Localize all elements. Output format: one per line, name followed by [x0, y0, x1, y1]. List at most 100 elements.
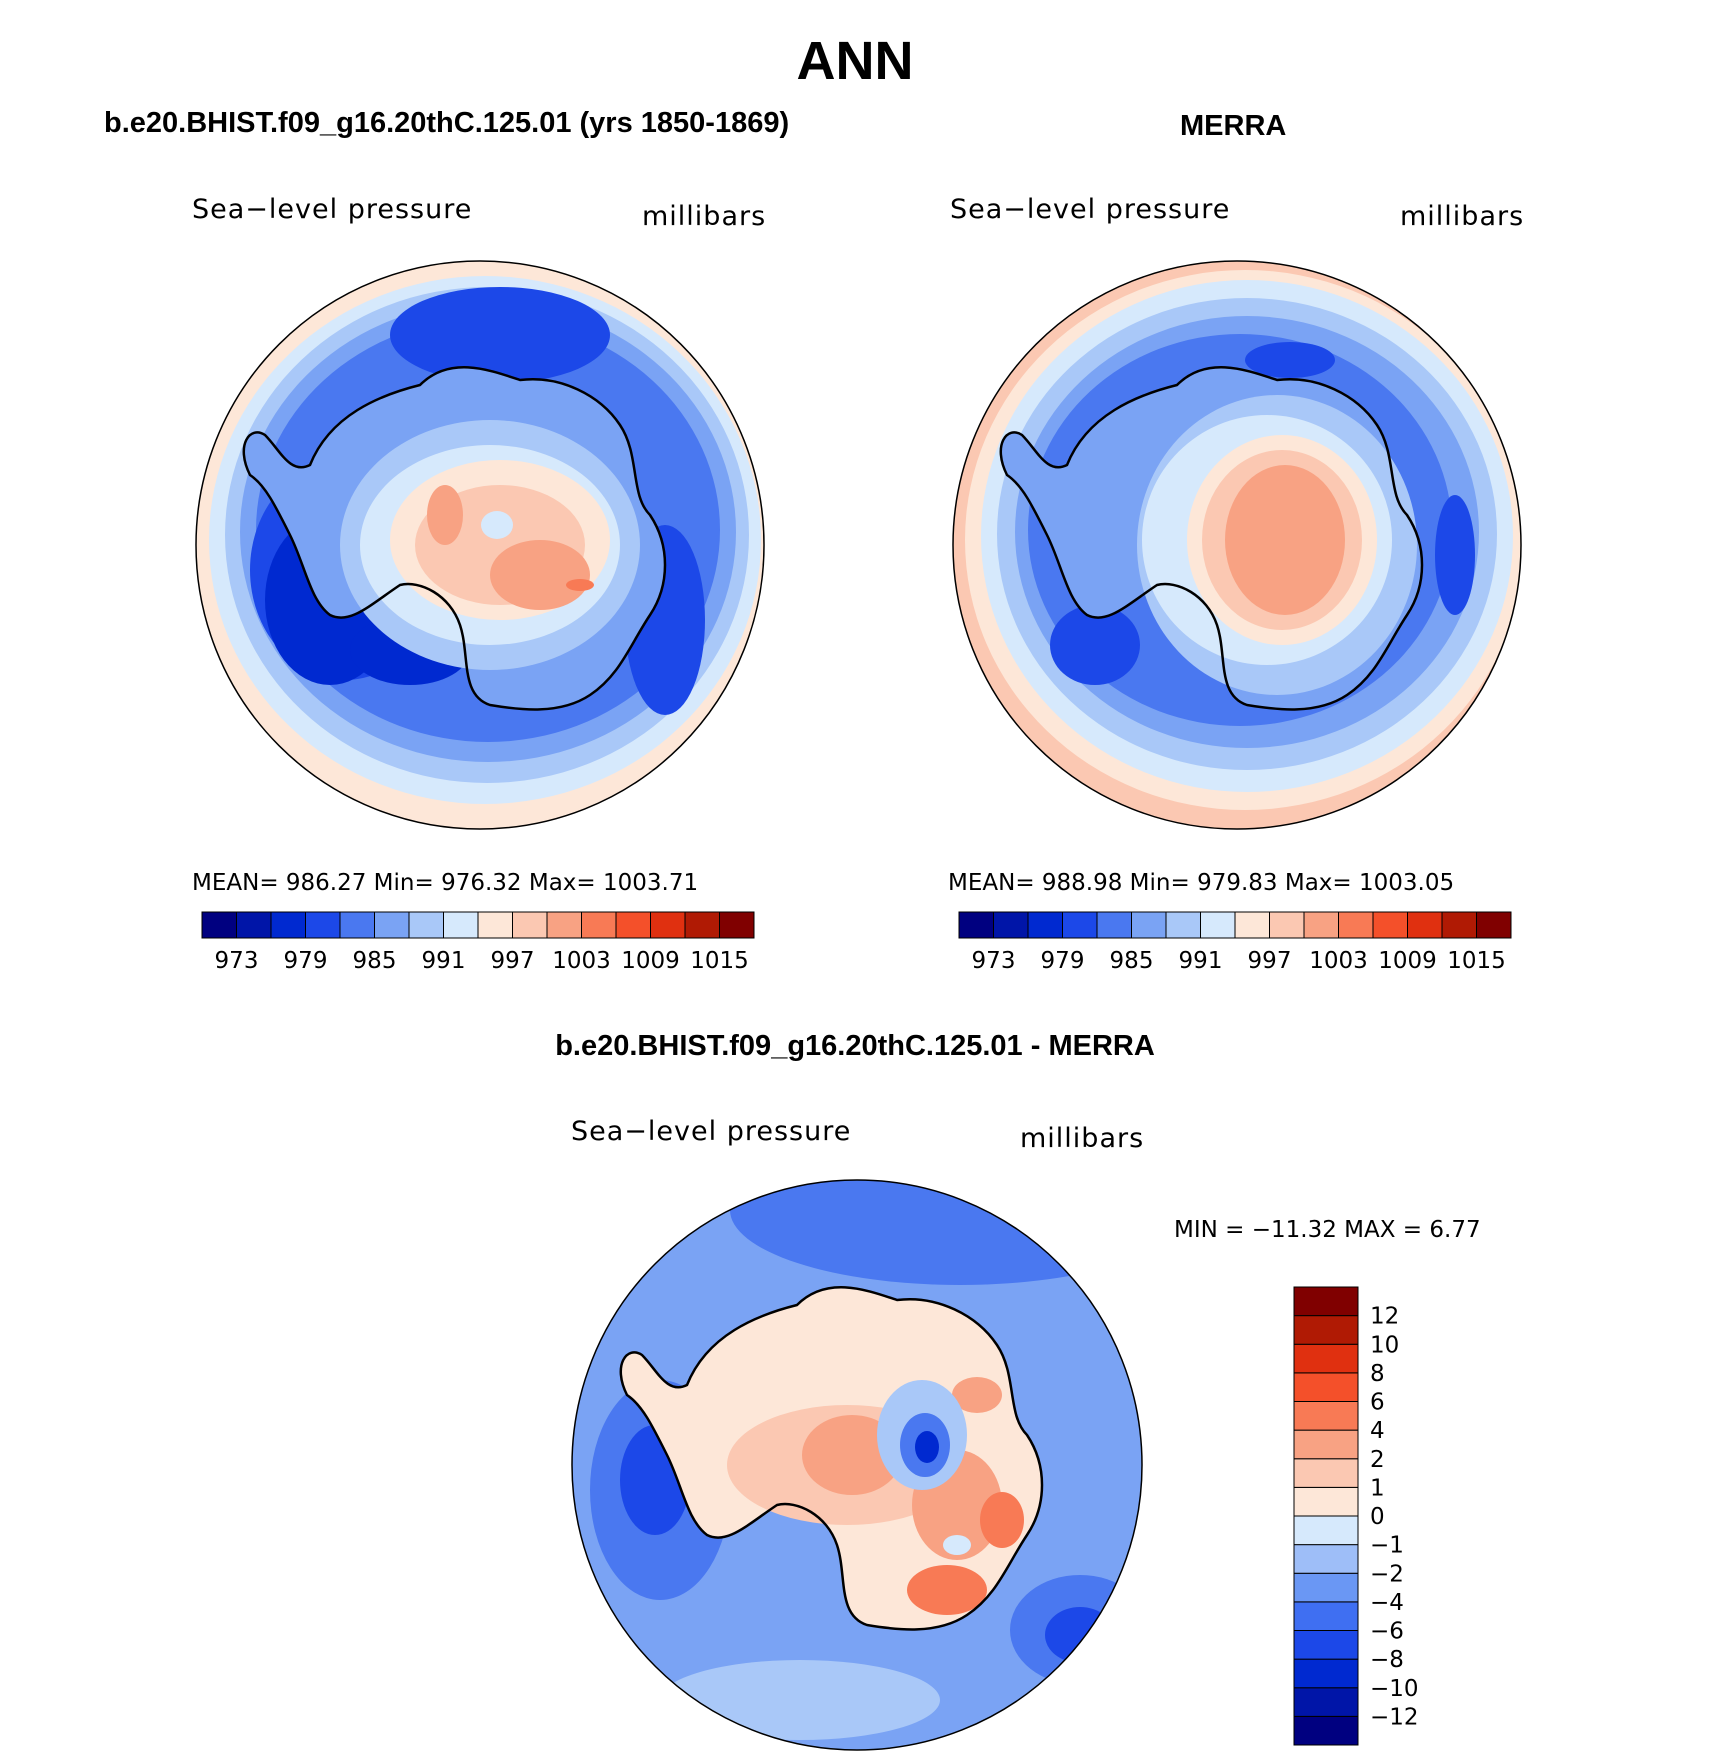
map-diff-neg-east-core: [1045, 1607, 1115, 1663]
colorbar-diff-swatch: [1293, 1486, 1359, 1517]
colorbar-obs: 973 979 985 991 997 1003 1009 1015: [958, 911, 1512, 974]
obs-units-label: millibars: [1400, 201, 1525, 232]
colorbar-model-swatch: [615, 911, 651, 939]
colorbar-diff-tick-label: 4: [1370, 1418, 1385, 1444]
colorbar-diff-tick-label: −10: [1370, 1676, 1419, 1702]
colorbar-model-swatch: [650, 911, 686, 939]
colorbar-model-swatch: [719, 911, 755, 939]
model-variable-label: Sea−level pressure: [192, 194, 473, 225]
colorbar-obs-swatch: [1131, 911, 1167, 939]
colorbar-obs-tick-label: 1015: [1447, 948, 1506, 974]
colorbar-obs-swatch: [1476, 911, 1512, 939]
colorbar-diff-swatch: [1293, 1372, 1359, 1402]
panel-title-model: b.e20.BHIST.f09_g16.20thC.125.01 (yrs 18…: [104, 107, 790, 139]
colorbar-obs-tick-label: 991: [1179, 948, 1223, 974]
colorbar-diff-swatch: [1293, 1658, 1359, 1689]
colorbar-obs-tick-label: 1009: [1378, 948, 1437, 974]
colorbar-model-swatch: [236, 911, 272, 939]
map-obs-boundary: [952, 260, 1522, 830]
map-obs-low-south: [1050, 605, 1140, 685]
colorbar-diff-tick-label: 8: [1370, 1361, 1385, 1387]
colorbar-model-swatch: [201, 911, 237, 939]
colorbar-model-swatch: [684, 911, 720, 939]
colorbar-model-swatch: [339, 911, 375, 939]
obs-variable-label: Sea−level pressure: [950, 194, 1231, 225]
map-model-continent-warm3: [490, 540, 590, 610]
colorbar-model-tick-label: 1015: [690, 948, 749, 974]
colorbar-model-swatch: [270, 911, 306, 939]
colorbar-obs-swatch: [1441, 911, 1477, 939]
colorbar-obs-swatch: [1096, 911, 1132, 939]
diff-variable-label: Sea−level pressure: [571, 1116, 852, 1147]
colorbar-obs-swatch: [958, 911, 994, 939]
colorbar-model-tick-label: 973: [215, 948, 259, 974]
diff-units-label: millibars: [1020, 1123, 1145, 1154]
map-diff: [571, 1179, 1143, 1751]
map-model-low-north: [390, 287, 610, 383]
colorbar-diff-swatch: [1293, 1429, 1359, 1460]
map-diff-boundary: [571, 1179, 1143, 1751]
map-model-field: [196, 261, 764, 829]
map-diff-continent-warm4: [980, 1492, 1024, 1548]
map-obs: [952, 260, 1522, 830]
colorbar-diff-tick-label: 0: [1370, 1504, 1385, 1530]
colorbar-model-tick-label: 979: [284, 948, 328, 974]
colorbar-model-swatch: [512, 911, 548, 939]
colorbar-obs-swatch: [1234, 911, 1270, 939]
colorbar-diff-swatch: [1293, 1515, 1359, 1546]
colorbar-diff-tick-label: 2: [1370, 1447, 1385, 1473]
colorbar-obs-swatch: [1407, 911, 1443, 939]
map-diff-pale-south: [660, 1660, 940, 1740]
map-model-boundary: [195, 260, 765, 830]
panel-title-diff: b.e20.BHIST.f09_g16.20thC.125.01 - MERRA: [555, 1030, 1155, 1062]
colorbar-model-swatch: [581, 911, 617, 939]
colorbar-diff-swatch: [1293, 1458, 1359, 1488]
colorbar-diff-swatch: [1293, 1286, 1359, 1317]
map-obs-low-north: [1245, 342, 1335, 378]
colorbar-diff-swatch: [1293, 1715, 1359, 1746]
colorbar-diff-tick-label: −4: [1370, 1590, 1404, 1616]
colorbar-diff-tick-label: 1: [1370, 1475, 1385, 1501]
colorbar-obs-tick-label: 973: [972, 948, 1016, 974]
colorbar-obs-swatch: [1062, 911, 1098, 939]
colorbar-model-swatch: [305, 911, 341, 939]
diff-stats: MIN = −11.32 MAX = 6.77: [1174, 1217, 1481, 1243]
colorbar-model-tick-label: 1003: [552, 948, 611, 974]
map-obs-low-east: [1435, 495, 1475, 615]
colorbar-model-swatch: [443, 911, 479, 939]
map-diff-neg-north: [730, 1180, 1142, 1285]
model-stats: MEAN= 986.27 Min= 976.32 Max= 1003.71: [192, 870, 699, 896]
colorbar-obs-swatch: [993, 911, 1029, 939]
colorbar-diff-tick-label: −2: [1370, 1561, 1404, 1587]
colorbar-obs-swatch: [1200, 911, 1236, 939]
colorbar-obs-swatch: [1338, 911, 1374, 939]
colorbar-diff-tick-label: 12: [1370, 1304, 1399, 1330]
colorbar-obs-tick-label: 985: [1110, 948, 1154, 974]
colorbar-diff-swatch: [1293, 1687, 1359, 1717]
map-model-continent-warm3b: [427, 485, 463, 545]
map-model: [195, 260, 765, 830]
colorbar-diff-tick-label: −12: [1370, 1704, 1419, 1730]
map-diff-continent-faint: [943, 1535, 971, 1555]
colorbar-model: 973 979 985 991 997 1003 1009 1015: [201, 911, 755, 974]
map-obs-continent-warm3: [1225, 465, 1345, 615]
colorbar-diff-swatch: [1293, 1630, 1359, 1660]
map-obs-field: [953, 261, 1521, 829]
colorbar-diff-swatch: [1293, 1601, 1359, 1631]
colorbar-diff-tick-label: −8: [1370, 1647, 1404, 1673]
colorbar-obs-tick-label: 997: [1248, 948, 1292, 974]
colorbar-diff-swatch: [1293, 1572, 1359, 1603]
colorbar-model-swatch: [374, 911, 410, 939]
map-model-continent-warm4: [566, 579, 594, 591]
colorbar-model-tick-label: 991: [422, 948, 466, 974]
colorbar-obs-swatch: [1372, 911, 1408, 939]
colorbar-model-swatch: [546, 911, 582, 939]
colorbar-obs-swatch: [1269, 911, 1305, 939]
map-diff-field: [572, 1180, 1142, 1750]
map-diff-continent-warm4b: [907, 1565, 987, 1615]
map-diff-continent-warm3c: [952, 1377, 1002, 1413]
colorbar-obs-tick-label: 1003: [1309, 948, 1368, 974]
colorbar-obs-swatch: [1303, 911, 1339, 939]
